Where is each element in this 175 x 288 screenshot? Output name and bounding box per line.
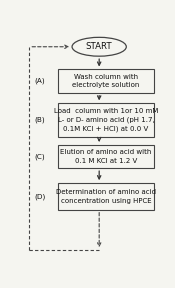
Text: (C): (C) [35, 153, 46, 160]
Ellipse shape [72, 37, 126, 56]
Text: START: START [86, 42, 113, 51]
Text: Wash column with
electrolyte solution: Wash column with electrolyte solution [72, 74, 140, 88]
FancyBboxPatch shape [58, 69, 154, 93]
Text: Load  column with 1or 10 mM
L- or D- amino acid (pH 1.7,
0.1M KCl + HCl) at 0.0 : Load column with 1or 10 mM L- or D- amin… [54, 108, 158, 132]
Text: (D): (D) [34, 193, 46, 200]
Text: (A): (A) [35, 78, 46, 84]
Text: (B): (B) [35, 117, 46, 123]
FancyBboxPatch shape [58, 145, 154, 168]
Text: Determination of amino acid
concentration using HPCE: Determination of amino acid concentratio… [56, 189, 156, 204]
FancyBboxPatch shape [58, 183, 154, 210]
FancyBboxPatch shape [58, 103, 154, 137]
Text: Elution of amino acid with
0.1 M KCl at 1.2 V: Elution of amino acid with 0.1 M KCl at … [60, 149, 152, 164]
